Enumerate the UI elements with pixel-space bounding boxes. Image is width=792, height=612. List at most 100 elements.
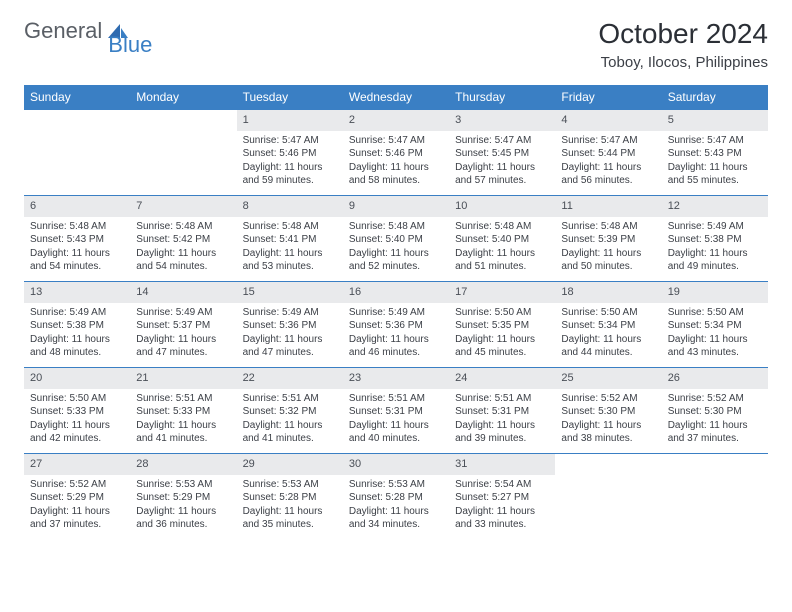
daylight-line: Daylight: 11 hours and 43 minutes. xyxy=(668,333,762,360)
calendar-day-cell: 15Sunrise: 5:49 AMSunset: 5:36 PMDayligh… xyxy=(237,282,343,368)
weekday-header: Sunday xyxy=(24,85,130,110)
logo-text-blue: Blue xyxy=(108,32,152,58)
daylight-line: Daylight: 11 hours and 35 minutes. xyxy=(243,505,337,532)
sunrise-line: Sunrise: 5:47 AM xyxy=(455,134,549,148)
day-content: Sunrise: 5:49 AMSunset: 5:38 PMDaylight:… xyxy=(24,303,130,364)
day-content: Sunrise: 5:48 AMSunset: 5:42 PMDaylight:… xyxy=(130,217,236,278)
daylight-line: Daylight: 11 hours and 38 minutes. xyxy=(561,419,655,446)
calendar-week-row: 13Sunrise: 5:49 AMSunset: 5:38 PMDayligh… xyxy=(24,282,768,368)
sunset-line: Sunset: 5:35 PM xyxy=(455,319,549,333)
day-content: Sunrise: 5:49 AMSunset: 5:38 PMDaylight:… xyxy=(662,217,768,278)
sunrise-line: Sunrise: 5:52 AM xyxy=(561,392,655,406)
calendar-day-cell: 14Sunrise: 5:49 AMSunset: 5:37 PMDayligh… xyxy=(130,282,236,368)
day-number: 18 xyxy=(555,282,661,303)
day-content: Sunrise: 5:53 AMSunset: 5:28 PMDaylight:… xyxy=(343,475,449,536)
day-content: Sunrise: 5:47 AMSunset: 5:45 PMDaylight:… xyxy=(449,131,555,192)
day-number: 1 xyxy=(237,110,343,131)
day-number: 4 xyxy=(555,110,661,131)
calendar-day-cell: 12Sunrise: 5:49 AMSunset: 5:38 PMDayligh… xyxy=(662,196,768,282)
sunrise-line: Sunrise: 5:51 AM xyxy=(349,392,443,406)
sunset-line: Sunset: 5:43 PM xyxy=(668,147,762,161)
calendar-day-cell: 7Sunrise: 5:48 AMSunset: 5:42 PMDaylight… xyxy=(130,196,236,282)
daylight-line: Daylight: 11 hours and 51 minutes. xyxy=(455,247,549,274)
daylight-line: Daylight: 11 hours and 55 minutes. xyxy=(668,161,762,188)
title-block: October 2024 Toboy, Ilocos, Philippines xyxy=(598,18,768,71)
sunrise-line: Sunrise: 5:47 AM xyxy=(668,134,762,148)
day-number: 29 xyxy=(237,454,343,475)
calendar-day-cell: 8Sunrise: 5:48 AMSunset: 5:41 PMDaylight… xyxy=(237,196,343,282)
day-number: 13 xyxy=(24,282,130,303)
location: Toboy, Ilocos, Philippines xyxy=(598,54,768,71)
calendar-body: 1Sunrise: 5:47 AMSunset: 5:46 PMDaylight… xyxy=(24,110,768,540)
day-number: 31 xyxy=(449,454,555,475)
daylight-line: Daylight: 11 hours and 42 minutes. xyxy=(30,419,124,446)
sunrise-line: Sunrise: 5:48 AM xyxy=(136,220,230,234)
day-number: 22 xyxy=(237,368,343,389)
day-content: Sunrise: 5:49 AMSunset: 5:36 PMDaylight:… xyxy=(237,303,343,364)
day-number: 27 xyxy=(24,454,130,475)
day-number: 9 xyxy=(343,196,449,217)
day-number: 15 xyxy=(237,282,343,303)
day-number: 21 xyxy=(130,368,236,389)
calendar-day-cell: 30Sunrise: 5:53 AMSunset: 5:28 PMDayligh… xyxy=(343,454,449,540)
day-number: 5 xyxy=(662,110,768,131)
calendar-header-row: SundayMondayTuesdayWednesdayThursdayFrid… xyxy=(24,85,768,110)
day-number: 26 xyxy=(662,368,768,389)
sunset-line: Sunset: 5:29 PM xyxy=(136,491,230,505)
sunset-line: Sunset: 5:32 PM xyxy=(243,405,337,419)
day-content: Sunrise: 5:48 AMSunset: 5:43 PMDaylight:… xyxy=(24,217,130,278)
calendar-week-row: 27Sunrise: 5:52 AMSunset: 5:29 PMDayligh… xyxy=(24,454,768,540)
day-content: Sunrise: 5:51 AMSunset: 5:32 PMDaylight:… xyxy=(237,389,343,450)
daylight-line: Daylight: 11 hours and 40 minutes. xyxy=(349,419,443,446)
daylight-line: Daylight: 11 hours and 34 minutes. xyxy=(349,505,443,532)
sunset-line: Sunset: 5:39 PM xyxy=(561,233,655,247)
day-content: Sunrise: 5:50 AMSunset: 5:35 PMDaylight:… xyxy=(449,303,555,364)
sunrise-line: Sunrise: 5:50 AM xyxy=(30,392,124,406)
daylight-line: Daylight: 11 hours and 37 minutes. xyxy=(30,505,124,532)
sunset-line: Sunset: 5:36 PM xyxy=(243,319,337,333)
daylight-line: Daylight: 11 hours and 54 minutes. xyxy=(136,247,230,274)
day-number: 10 xyxy=(449,196,555,217)
daylight-line: Daylight: 11 hours and 53 minutes. xyxy=(243,247,337,274)
day-content: Sunrise: 5:47 AMSunset: 5:46 PMDaylight:… xyxy=(343,131,449,192)
sunrise-line: Sunrise: 5:53 AM xyxy=(349,478,443,492)
calendar-day-cell: 11Sunrise: 5:48 AMSunset: 5:39 PMDayligh… xyxy=(555,196,661,282)
day-content: Sunrise: 5:52 AMSunset: 5:30 PMDaylight:… xyxy=(662,389,768,450)
calendar-day-cell: 4Sunrise: 5:47 AMSunset: 5:44 PMDaylight… xyxy=(555,110,661,196)
sunset-line: Sunset: 5:43 PM xyxy=(30,233,124,247)
daylight-line: Daylight: 11 hours and 58 minutes. xyxy=(349,161,443,188)
day-number: 11 xyxy=(555,196,661,217)
daylight-line: Daylight: 11 hours and 50 minutes. xyxy=(561,247,655,274)
daylight-line: Daylight: 11 hours and 37 minutes. xyxy=(668,419,762,446)
day-number: 17 xyxy=(449,282,555,303)
day-number: 7 xyxy=(130,196,236,217)
daylight-line: Daylight: 11 hours and 54 minutes. xyxy=(30,247,124,274)
weekday-header: Friday xyxy=(555,85,661,110)
sunset-line: Sunset: 5:28 PM xyxy=(243,491,337,505)
day-content: Sunrise: 5:53 AMSunset: 5:29 PMDaylight:… xyxy=(130,475,236,536)
day-number: 2 xyxy=(343,110,449,131)
sunset-line: Sunset: 5:41 PM xyxy=(243,233,337,247)
calendar-day-cell: 16Sunrise: 5:49 AMSunset: 5:36 PMDayligh… xyxy=(343,282,449,368)
calendar-day-cell: 26Sunrise: 5:52 AMSunset: 5:30 PMDayligh… xyxy=(662,368,768,454)
calendar-day-cell: 5 Sunrise: 5:47 AMSunset: 5:43 PMDaylight… xyxy=(662,110,768,196)
weekday-header: Wednesday xyxy=(343,85,449,110)
sunrise-line: Sunrise: 5:47 AM xyxy=(349,134,443,148)
sunset-line: Sunset: 5:30 PM xyxy=(561,405,655,419)
sunset-line: Sunset: 5:30 PM xyxy=(668,405,762,419)
daylight-line: Daylight: 11 hours and 48 minutes. xyxy=(30,333,124,360)
day-content: Sunrise: 5:50 AMSunset: 5:33 PMDaylight:… xyxy=(24,389,130,450)
day-number: 25 xyxy=(555,368,661,389)
sunrise-line: Sunrise: 5:49 AM xyxy=(243,306,337,320)
calendar-day-cell xyxy=(130,110,236,196)
daylight-line: Daylight: 11 hours and 49 minutes. xyxy=(668,247,762,274)
sunrise-line: Sunrise: 5:54 AM xyxy=(455,478,549,492)
calendar-day-cell: 9Sunrise: 5:48 AMSunset: 5:40 PMDaylight… xyxy=(343,196,449,282)
sunset-line: Sunset: 5:33 PM xyxy=(136,405,230,419)
daylight-line: Daylight: 11 hours and 39 minutes. xyxy=(455,419,549,446)
calendar-day-cell: 24Sunrise: 5:51 AMSunset: 5:31 PMDayligh… xyxy=(449,368,555,454)
day-number: 3 xyxy=(449,110,555,131)
day-content: Sunrise: 5:52 AMSunset: 5:30 PMDaylight:… xyxy=(555,389,661,450)
sunset-line: Sunset: 5:42 PM xyxy=(136,233,230,247)
calendar-day-cell: 10Sunrise: 5:48 AMSunset: 5:40 PMDayligh… xyxy=(449,196,555,282)
